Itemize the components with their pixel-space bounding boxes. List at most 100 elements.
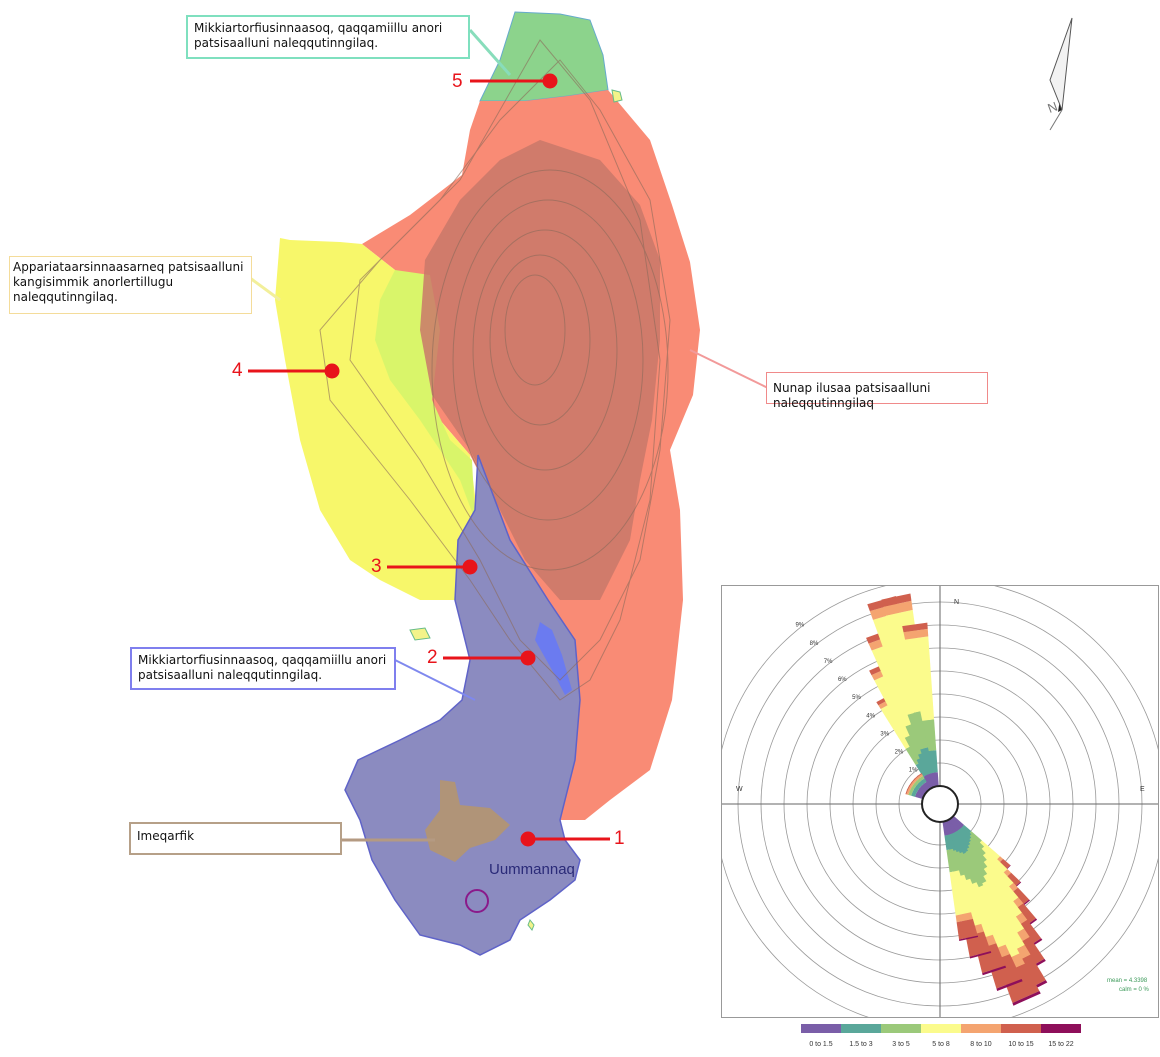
rose-petal-segment xyxy=(907,785,912,792)
rose-petal-segment xyxy=(982,965,1007,976)
point-number-1: 1 xyxy=(614,828,625,849)
legend-label: 15 to 22 xyxy=(1048,1041,1073,1048)
ring-label: 2% xyxy=(895,750,904,756)
north-arrow-icon xyxy=(1049,17,1073,131)
legend-swatch xyxy=(881,1024,921,1033)
legend-label: 0 to 1.5 xyxy=(809,1041,832,1048)
ring-label: 5% xyxy=(852,695,861,701)
legend-swatch xyxy=(1041,1024,1081,1033)
rose-petal-segment xyxy=(909,782,914,788)
legend-label: 5 to 8 xyxy=(932,1041,950,1048)
ring-label: 8% xyxy=(810,641,819,647)
leader-line-5 xyxy=(468,29,512,76)
direction-n: N xyxy=(954,599,959,606)
callout-zone-2: Mikkiartorfiusinnaasoq, qaqqamiillu anor… xyxy=(130,647,396,690)
rose-petal-segment xyxy=(905,789,909,795)
rose-petal-segment xyxy=(959,935,979,941)
islet xyxy=(527,919,535,931)
rose-petal-segment xyxy=(916,790,925,797)
contour-lines xyxy=(319,39,671,701)
rose-petal-segment xyxy=(928,750,938,773)
hill-core-area xyxy=(420,140,660,600)
callout-hill: Nunap ilusaa patsisaalluni naleqqutinngi… xyxy=(766,372,988,410)
point-markers xyxy=(248,73,610,847)
ring-label: 1% xyxy=(909,768,918,774)
rose-petal-segment xyxy=(923,781,931,791)
rose-petal-segment xyxy=(919,785,928,794)
north-label: N xyxy=(1046,99,1060,116)
rose-petal-segment xyxy=(969,951,992,959)
rose-petal-segment xyxy=(914,776,920,782)
rose-petal-segment xyxy=(916,782,922,789)
rose-petal-segment xyxy=(903,628,929,640)
leader-line-4 xyxy=(249,276,281,302)
legend-label: 1.5 to 3 xyxy=(849,1041,872,1048)
rose-petal-segment xyxy=(917,787,926,795)
rose-petal-segment xyxy=(906,789,910,795)
zone-2-area xyxy=(344,454,581,956)
rose-petal-segment xyxy=(905,636,935,721)
rose-petal-segment xyxy=(921,778,927,784)
ring-label: 3% xyxy=(880,731,889,737)
rose-petal-segment xyxy=(946,848,960,873)
rose-petal-segment xyxy=(914,785,920,791)
rose-petals xyxy=(866,593,1048,1006)
wind-rose-chart: N E W 1% 2% 3% 4% 5% 6% 7% 8% 9% mean = 4.3398 c… xyxy=(714,578,1160,1030)
rose-petal-segment xyxy=(911,778,916,783)
rose-petal-segment xyxy=(917,773,922,777)
legend-swatch xyxy=(801,1024,841,1033)
rose-petal-segment xyxy=(883,600,913,616)
rose-petal-segment xyxy=(942,821,949,836)
rose-petal-segment xyxy=(933,772,939,787)
rose-petal-segment xyxy=(949,870,972,916)
rose-petal-segment xyxy=(902,622,928,633)
town-name: Uummannaq xyxy=(489,861,575,878)
legend-swatch xyxy=(841,1024,881,1033)
islet xyxy=(409,627,431,641)
legend-swatch xyxy=(961,1024,1001,1033)
ring-label: 4% xyxy=(866,713,875,719)
ring-label: 6% xyxy=(838,677,847,683)
direction-w: W xyxy=(736,786,743,793)
rose-petal-segment xyxy=(921,783,929,792)
rose-petal-segment xyxy=(908,781,913,787)
leader-line-hill xyxy=(689,349,769,389)
direction-e: E xyxy=(1140,786,1145,793)
rose-petal-segment xyxy=(917,773,924,779)
rose-petal-segment xyxy=(1012,990,1041,1006)
legend-swatch xyxy=(1001,1024,1041,1033)
point-number-5: 5 xyxy=(452,71,463,92)
rose-petal-segment xyxy=(912,779,917,785)
rose-petal-segment xyxy=(906,785,910,791)
zone-4-area xyxy=(275,238,478,600)
stat-calm: calm = 0 % xyxy=(1119,987,1150,993)
leader-line-2 xyxy=(394,659,476,701)
legend-label: 8 to 10 xyxy=(970,1041,992,1048)
zone-5-area xyxy=(479,11,609,102)
callout-town: Imeqarfik xyxy=(129,822,342,855)
ring-label: 9% xyxy=(795,623,804,629)
wind-rose-panel: N E W 1% 2% 3% 4% 5% 6% 7% 8% 9% mean = 4.3398 c… xyxy=(714,578,1160,1030)
point-number-3: 3 xyxy=(371,556,382,577)
rose-petal-segment xyxy=(944,834,953,851)
rose-petal-segment xyxy=(915,793,924,800)
ring-label: 7% xyxy=(824,659,833,665)
rose-petal-segment xyxy=(919,775,925,781)
rose-petal-segment xyxy=(956,918,978,940)
legend-label: 10 to 15 xyxy=(1008,1041,1033,1048)
islet xyxy=(611,89,623,103)
legend-swatch xyxy=(921,1024,961,1033)
ring-labels: 1% 2% 3% 4% 5% 6% 7% 8% 9% xyxy=(795,623,918,774)
callout-zone-5: Mikkiartorfiusinnaasoq, qaqqamiillu anor… xyxy=(186,15,470,59)
point-number-4: 4 xyxy=(232,360,243,381)
location-ring xyxy=(465,889,489,913)
rose-petal-segment xyxy=(996,978,1023,992)
point-number-2: 2 xyxy=(427,647,438,668)
town-area xyxy=(425,780,510,862)
callout-zone-4: Appariataarsinnaasarneq patsisaalluni ka… xyxy=(9,256,252,314)
legend-label: 3 to 5 xyxy=(892,1041,910,1048)
stat-mean: mean = 4.3398 xyxy=(1107,978,1148,984)
overlap-area xyxy=(375,270,475,520)
rose-petal-segment xyxy=(881,593,912,607)
